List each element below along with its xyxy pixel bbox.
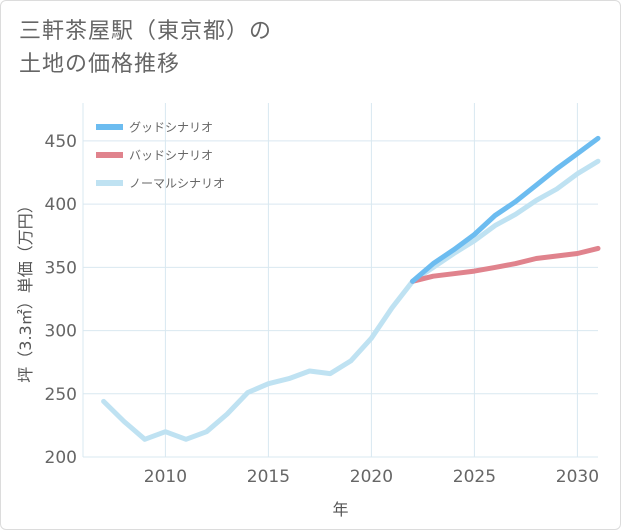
x-axis-title: 年 [332,500,348,519]
y-tick-label: 400 [45,195,77,215]
y-tick-label: 350 [45,258,77,278]
axis-ticks: 2010 2015 2020 2025 2030 200 250 300 350 400 450 [45,132,599,487]
y-tick-label: 250 [45,385,77,405]
chart-title: 三軒茶屋駅（東京都）の 土地の価格推移 [19,15,272,81]
x-tick-label: 2020 [350,467,393,487]
y-axis-title: 坪（3.3㎡）単価（万円） [16,197,35,382]
series-line-normal [101,158,601,442]
x-tick-label: 2015 [247,467,290,487]
legend-label-good: グッドシナリオ [129,121,213,135]
x-tick-label: 2010 [144,467,187,487]
y-tick-label: 200 [45,448,77,468]
y-tick-label: 450 [45,132,77,152]
legend-label-bad: バッドシナリオ [129,149,213,163]
x-tick-label: 2030 [556,467,599,487]
chart-title-line1: 三軒茶屋駅（東京都）の [19,19,273,44]
series-line-good [410,135,601,284]
y-tick-label: 300 [45,322,77,342]
chart-title-line2: 土地の価格推移 [19,52,181,77]
series-line-bad [410,245,601,284]
grid [82,103,598,458]
x-tick-label: 2025 [453,467,496,487]
legend-label-normal: ノーマルシナリオ [129,177,225,191]
series-lines [101,135,601,442]
